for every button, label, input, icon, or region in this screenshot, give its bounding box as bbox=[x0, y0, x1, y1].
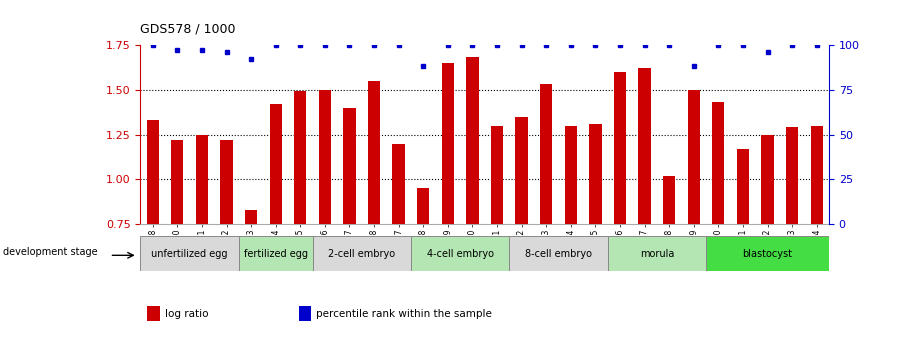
Bar bbox=[319, 90, 331, 224]
Bar bbox=[516, 117, 527, 224]
Bar bbox=[270, 104, 282, 224]
Bar bbox=[196, 135, 208, 224]
Bar bbox=[467, 57, 478, 224]
Bar bbox=[491, 126, 503, 224]
Bar bbox=[509, 236, 608, 271]
Bar bbox=[761, 135, 774, 224]
Bar bbox=[411, 236, 509, 271]
Bar bbox=[613, 72, 626, 224]
Bar bbox=[786, 127, 798, 224]
Bar bbox=[147, 120, 159, 224]
Bar bbox=[148, 306, 159, 322]
Bar bbox=[299, 306, 311, 322]
Bar bbox=[608, 236, 706, 271]
Bar bbox=[140, 236, 239, 271]
Text: fertilized egg: fertilized egg bbox=[244, 249, 308, 258]
Text: percentile rank within the sample: percentile rank within the sample bbox=[316, 309, 492, 319]
Text: blastocyst: blastocyst bbox=[743, 249, 793, 258]
Bar bbox=[688, 90, 699, 224]
Bar bbox=[313, 236, 411, 271]
Text: 4-cell embryo: 4-cell embryo bbox=[427, 249, 494, 258]
Text: GDS578 / 1000: GDS578 / 1000 bbox=[140, 23, 236, 36]
Text: unfertilized egg: unfertilized egg bbox=[151, 249, 228, 258]
Bar bbox=[343, 108, 355, 224]
Bar bbox=[589, 124, 602, 224]
Text: morula: morula bbox=[640, 249, 674, 258]
Bar bbox=[245, 210, 257, 224]
Text: log ratio: log ratio bbox=[165, 309, 208, 319]
Bar bbox=[540, 84, 553, 224]
Bar bbox=[663, 176, 675, 224]
Bar bbox=[706, 236, 829, 271]
Bar bbox=[294, 91, 306, 224]
Bar bbox=[239, 236, 313, 271]
Bar bbox=[171, 140, 184, 224]
Bar bbox=[564, 126, 577, 224]
Text: 8-cell embryo: 8-cell embryo bbox=[525, 249, 592, 258]
Bar bbox=[417, 188, 429, 224]
Bar bbox=[441, 63, 454, 224]
Bar bbox=[737, 149, 749, 224]
Text: development stage: development stage bbox=[3, 247, 98, 257]
Bar bbox=[368, 81, 381, 224]
Bar bbox=[392, 144, 405, 224]
Bar bbox=[712, 102, 725, 224]
Bar bbox=[220, 140, 233, 224]
Bar bbox=[639, 68, 651, 224]
Bar bbox=[811, 126, 823, 224]
Text: 2-cell embryo: 2-cell embryo bbox=[328, 249, 395, 258]
